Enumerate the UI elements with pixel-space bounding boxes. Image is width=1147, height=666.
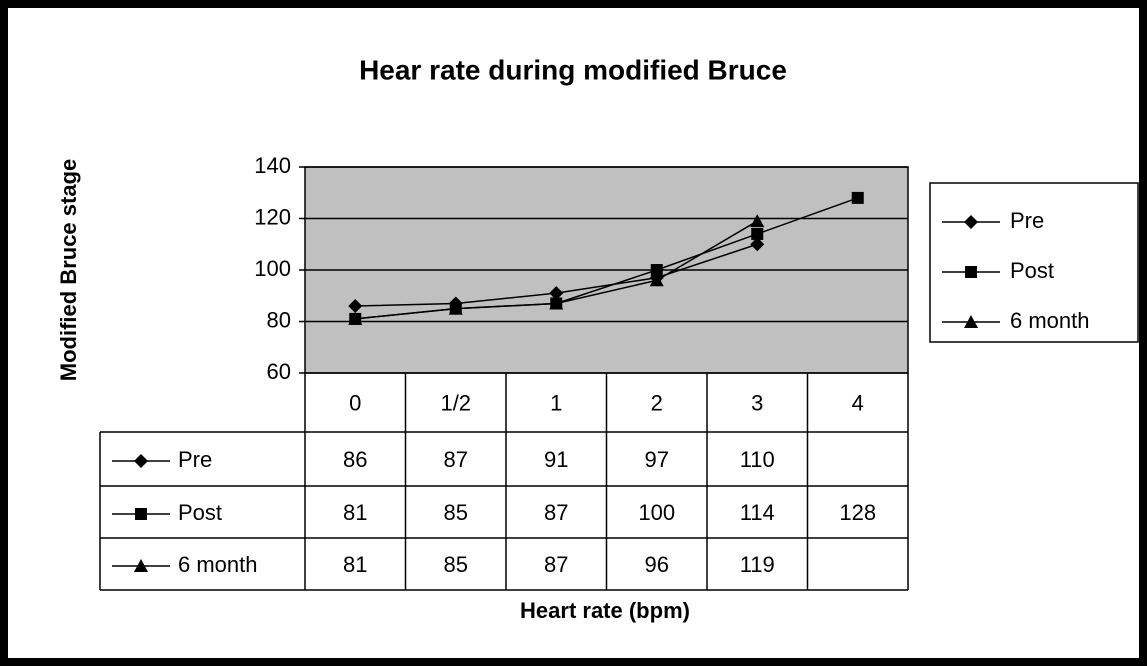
marker (134, 559, 148, 572)
x-tick-label: 2 (651, 390, 663, 415)
marker (134, 454, 148, 468)
table-series-name: 6 month (178, 552, 258, 577)
y-axis-title: Modified Bruce stage (56, 159, 81, 381)
y-tick-label: 100 (254, 256, 291, 281)
x-axis-title: Heart rate (bpm) (520, 598, 690, 623)
marker (650, 264, 663, 276)
x-tick-label: 1/2 (440, 390, 471, 415)
marker (964, 315, 978, 328)
table-value: 100 (638, 500, 675, 525)
marker (964, 215, 978, 229)
table-value: 97 (645, 447, 669, 472)
table-value: 86 (343, 447, 367, 472)
legend-label: Pre (1010, 208, 1044, 233)
table-value: 87 (444, 447, 468, 472)
table-value: 119 (740, 552, 775, 577)
marker (135, 508, 147, 520)
table-value: 114 (740, 500, 775, 525)
table-value: 87 (544, 500, 568, 525)
table-value: 85 (444, 552, 468, 577)
table-value: 110 (740, 447, 775, 472)
table-value: 81 (343, 500, 367, 525)
x-tick-label: 3 (751, 390, 763, 415)
marker (348, 311, 363, 325)
table-series-name: Pre (178, 447, 212, 472)
marker (750, 237, 765, 252)
table-series-name: Post (178, 500, 222, 525)
table-value: 85 (444, 500, 468, 525)
marker (348, 299, 363, 314)
legend-label: 6 month (1010, 308, 1090, 333)
marker (851, 191, 864, 204)
y-tick-label: 120 (254, 204, 291, 229)
marker (965, 266, 977, 278)
marker (549, 286, 564, 301)
x-tick-label: 0 (349, 390, 361, 415)
legend-label: Post (1010, 258, 1054, 283)
y-tick-label: 60 (267, 359, 291, 384)
table-value: 128 (839, 500, 876, 525)
x-tick-label: 4 (852, 390, 864, 415)
table-value: 96 (645, 552, 669, 577)
marker (549, 296, 564, 310)
marker (750, 214, 765, 228)
table-value: 91 (544, 447, 568, 472)
chart-title: Hear rate during modified Bruce (359, 54, 787, 85)
y-tick-label: 140 (254, 153, 291, 178)
marker (649, 273, 664, 287)
marker (751, 227, 764, 240)
y-tick-label: 80 (267, 307, 291, 332)
table-value: 81 (343, 552, 367, 577)
x-tick-label: 1 (550, 390, 562, 415)
legend-box (929, 182, 1139, 343)
marker (448, 301, 463, 315)
table-value: 87 (544, 552, 568, 577)
